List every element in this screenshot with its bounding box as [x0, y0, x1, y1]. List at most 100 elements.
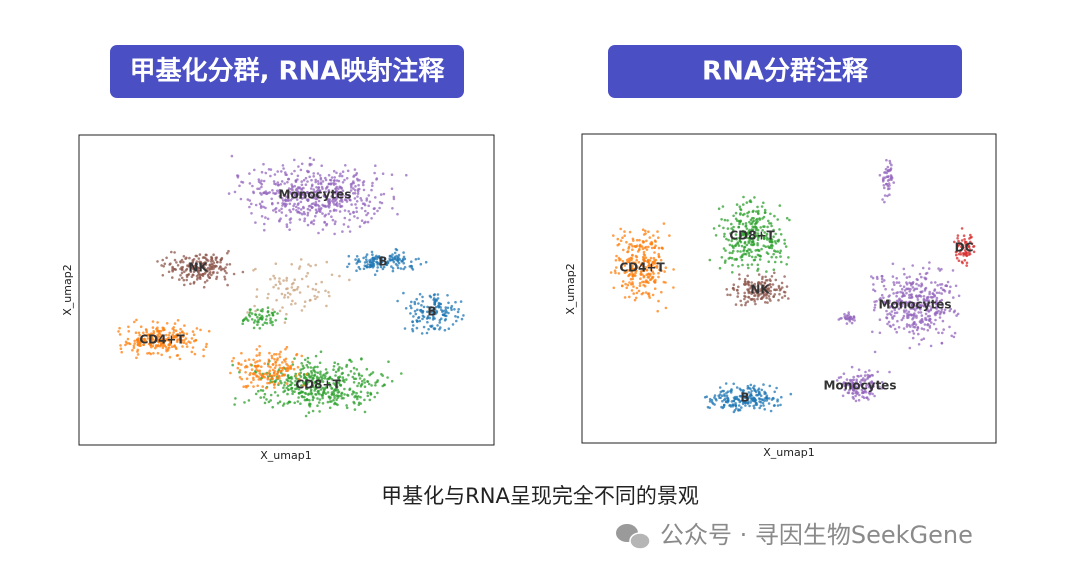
point: [642, 253, 646, 256]
point: [174, 329, 178, 333]
point: [638, 284, 642, 288]
point: [324, 386, 327, 390]
point: [326, 383, 329, 387]
point: [924, 272, 928, 276]
point: [250, 202, 253, 206]
point: [891, 305, 895, 309]
point: [887, 182, 891, 185]
point: [747, 281, 751, 284]
point: [330, 377, 334, 381]
point: [335, 385, 339, 389]
point: [739, 234, 743, 237]
point: [345, 378, 348, 381]
point: [363, 398, 366, 402]
point: [902, 293, 905, 297]
point: [653, 281, 657, 284]
point: [741, 391, 744, 395]
point: [644, 291, 648, 294]
point: [149, 341, 153, 344]
point: [855, 380, 858, 383]
point: [621, 280, 625, 283]
point: [185, 256, 188, 260]
point: [312, 222, 315, 226]
point: [366, 380, 369, 383]
point: [756, 238, 760, 241]
point: [180, 266, 183, 269]
point: [335, 171, 338, 175]
point: [289, 380, 292, 383]
point: [338, 192, 342, 196]
point: [311, 183, 314, 187]
point: [741, 222, 745, 226]
point: [752, 291, 756, 295]
point: [447, 311, 450, 315]
point: [922, 337, 926, 341]
point: [896, 300, 899, 304]
point: [895, 294, 898, 298]
point: [382, 265, 386, 269]
point: [301, 367, 304, 371]
point: [293, 357, 296, 360]
point: [370, 384, 373, 387]
point: [263, 372, 266, 376]
point: [895, 330, 898, 334]
point: [352, 210, 355, 214]
point: [323, 221, 327, 224]
point: [888, 294, 891, 297]
point: [281, 199, 285, 202]
point: [730, 389, 733, 392]
point: [888, 184, 891, 187]
point: [334, 198, 338, 202]
point: [280, 292, 284, 296]
point: [370, 217, 373, 220]
point: [356, 192, 360, 195]
point: [737, 404, 741, 407]
point: [764, 301, 767, 304]
point: [314, 195, 318, 199]
point: [722, 247, 726, 250]
point: [756, 242, 759, 245]
point: [391, 269, 395, 273]
point: [300, 277, 304, 281]
point: [717, 207, 721, 210]
point: [732, 214, 735, 218]
point: [443, 328, 447, 332]
point: [331, 199, 334, 203]
point: [420, 332, 424, 335]
point: [735, 386, 739, 389]
point: [774, 250, 777, 253]
cluster-label: CD8+T: [729, 229, 775, 243]
point: [876, 370, 879, 374]
point: [240, 377, 243, 381]
point: [296, 400, 300, 403]
point: [912, 316, 915, 320]
point: [291, 390, 294, 393]
point: [330, 195, 334, 198]
point: [140, 337, 143, 341]
point: [316, 172, 320, 175]
point: [300, 309, 304, 312]
point: [325, 222, 329, 226]
point: [318, 410, 321, 413]
point: [315, 210, 319, 213]
point: [648, 236, 652, 239]
point: [320, 393, 324, 397]
point: [917, 343, 921, 346]
point: [306, 180, 309, 183]
point: [223, 269, 227, 273]
point: [912, 322, 916, 325]
point: [655, 264, 659, 268]
point: [252, 269, 255, 272]
point: [374, 164, 377, 167]
point: [373, 212, 376, 215]
point: [432, 327, 436, 330]
point: [954, 284, 958, 288]
point: [271, 377, 275, 381]
point: [852, 389, 856, 392]
point: [436, 293, 440, 296]
point: [730, 244, 734, 247]
point: [319, 370, 322, 374]
point: [758, 406, 761, 410]
point: [447, 301, 450, 305]
point: [283, 384, 286, 387]
